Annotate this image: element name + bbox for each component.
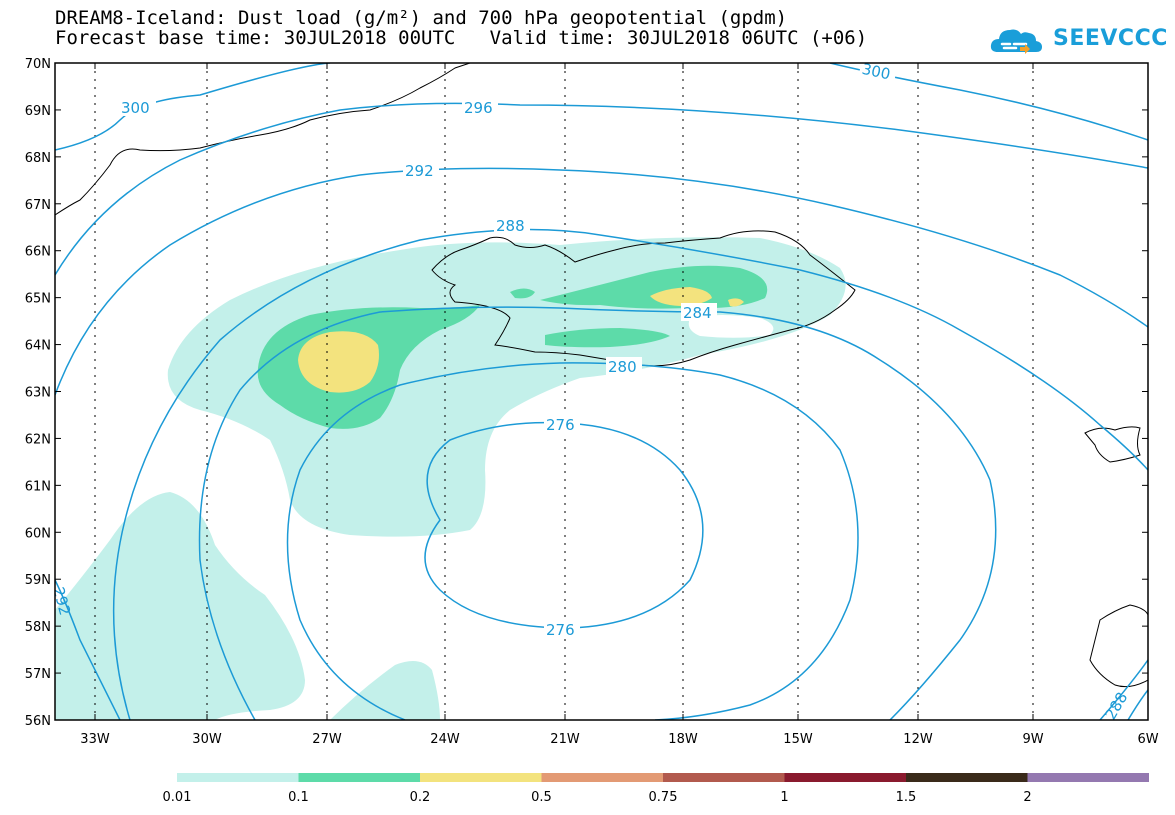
map-subtitle-times: Forecast base time: 30JUL2018 00UTC Vali…	[55, 27, 868, 49]
lon-label: 33W	[80, 732, 110, 747]
lat-label: 64N	[25, 339, 51, 354]
contour-label: 276	[546, 416, 575, 434]
colorbar-swatch	[177, 773, 299, 782]
map-plot-area: 300 296 300 292 288 284 280 276 276 292 …	[49, 60, 1148, 720]
lat-label: 56N	[25, 714, 51, 729]
colorbar-label: 0.2	[410, 790, 431, 805]
colorbar-label: 2	[1023, 790, 1031, 805]
contour-label: 300	[860, 60, 892, 84]
iceland-coast	[431, 230, 856, 367]
lat-label: 65N	[25, 292, 51, 307]
colorbar-legend: 0.01 0.1 0.2 0.5 0.75 1 1.5 2	[163, 773, 1149, 805]
dust-shading-high	[298, 287, 744, 393]
contour-label: 288	[496, 217, 525, 235]
contour-label: 292	[405, 162, 434, 180]
scotland-coast	[1089, 604, 1148, 688]
colorbar-label: 1	[780, 790, 788, 805]
lat-label: 58N	[25, 620, 51, 635]
colorbar-swatch	[298, 773, 420, 782]
lat-label: 62N	[25, 432, 51, 447]
colorbar-swatch	[420, 773, 542, 782]
contour-label: 276	[546, 621, 575, 639]
colorbar-label: 0.75	[649, 790, 678, 805]
lat-label: 68N	[25, 151, 51, 166]
colorbar-swatch	[663, 773, 785, 782]
lon-label: 9W	[1022, 732, 1043, 747]
contour-labels: 300 296 300 292 288 284 280 276 276 292 …	[49, 60, 1131, 720]
lat-label: 67N	[25, 198, 51, 213]
colorbar-swatch	[906, 773, 1028, 782]
lat-label: 59N	[25, 573, 51, 588]
logo-text: SEEVCCC	[1053, 26, 1168, 51]
lat-label: 63N	[25, 386, 51, 401]
greenland-coast	[55, 63, 471, 216]
coastlines	[55, 63, 1148, 688]
graticule	[94, 63, 1034, 720]
colorbar-swatch	[1027, 773, 1149, 782]
lat-label: 70N	[25, 57, 51, 72]
colorbar-swatch	[784, 773, 906, 782]
contour-label: 300	[121, 99, 150, 117]
lon-label: 6W	[1137, 732, 1158, 747]
contour-label: 280	[608, 358, 637, 376]
colorbar-swatch	[541, 773, 663, 782]
lon-label: 15W	[783, 732, 813, 747]
colorbar-label: 0.1	[288, 790, 309, 805]
map-title: DREAM8-Iceland: Dust load (g/m²) and 700…	[55, 7, 788, 29]
latitude-axis: 70N 69N 68N 67N 66N 65N 64N 63N 62N 61N 60N 59N 58N 5…	[25, 57, 1148, 729]
cloud-logo-icon	[990, 29, 1042, 54]
contour-label: 284	[683, 304, 712, 322]
colorbar-label: 0.5	[531, 790, 552, 805]
contour-label: 296	[464, 99, 493, 117]
lon-label: 30W	[192, 732, 222, 747]
lat-label: 66N	[25, 245, 51, 260]
contour-label: 292	[49, 585, 74, 617]
longitude-axis: 33W 30W 27W 24W 21W 18W 15W 12W 9W 6W	[80, 63, 1159, 747]
lon-label: 12W	[903, 732, 933, 747]
lon-label: 27W	[312, 732, 342, 747]
colorbar-label: 0.01	[163, 790, 192, 805]
lon-label: 24W	[430, 732, 460, 747]
lon-label: 18W	[668, 732, 698, 747]
lat-label: 57N	[25, 667, 51, 682]
faroe-islands-coast	[1084, 426, 1141, 463]
colorbar-label: 1.5	[896, 790, 917, 805]
lat-label: 69N	[25, 104, 51, 119]
lon-label: 21W	[550, 732, 580, 747]
lat-label: 61N	[25, 479, 51, 494]
lat-label: 60N	[25, 526, 51, 541]
